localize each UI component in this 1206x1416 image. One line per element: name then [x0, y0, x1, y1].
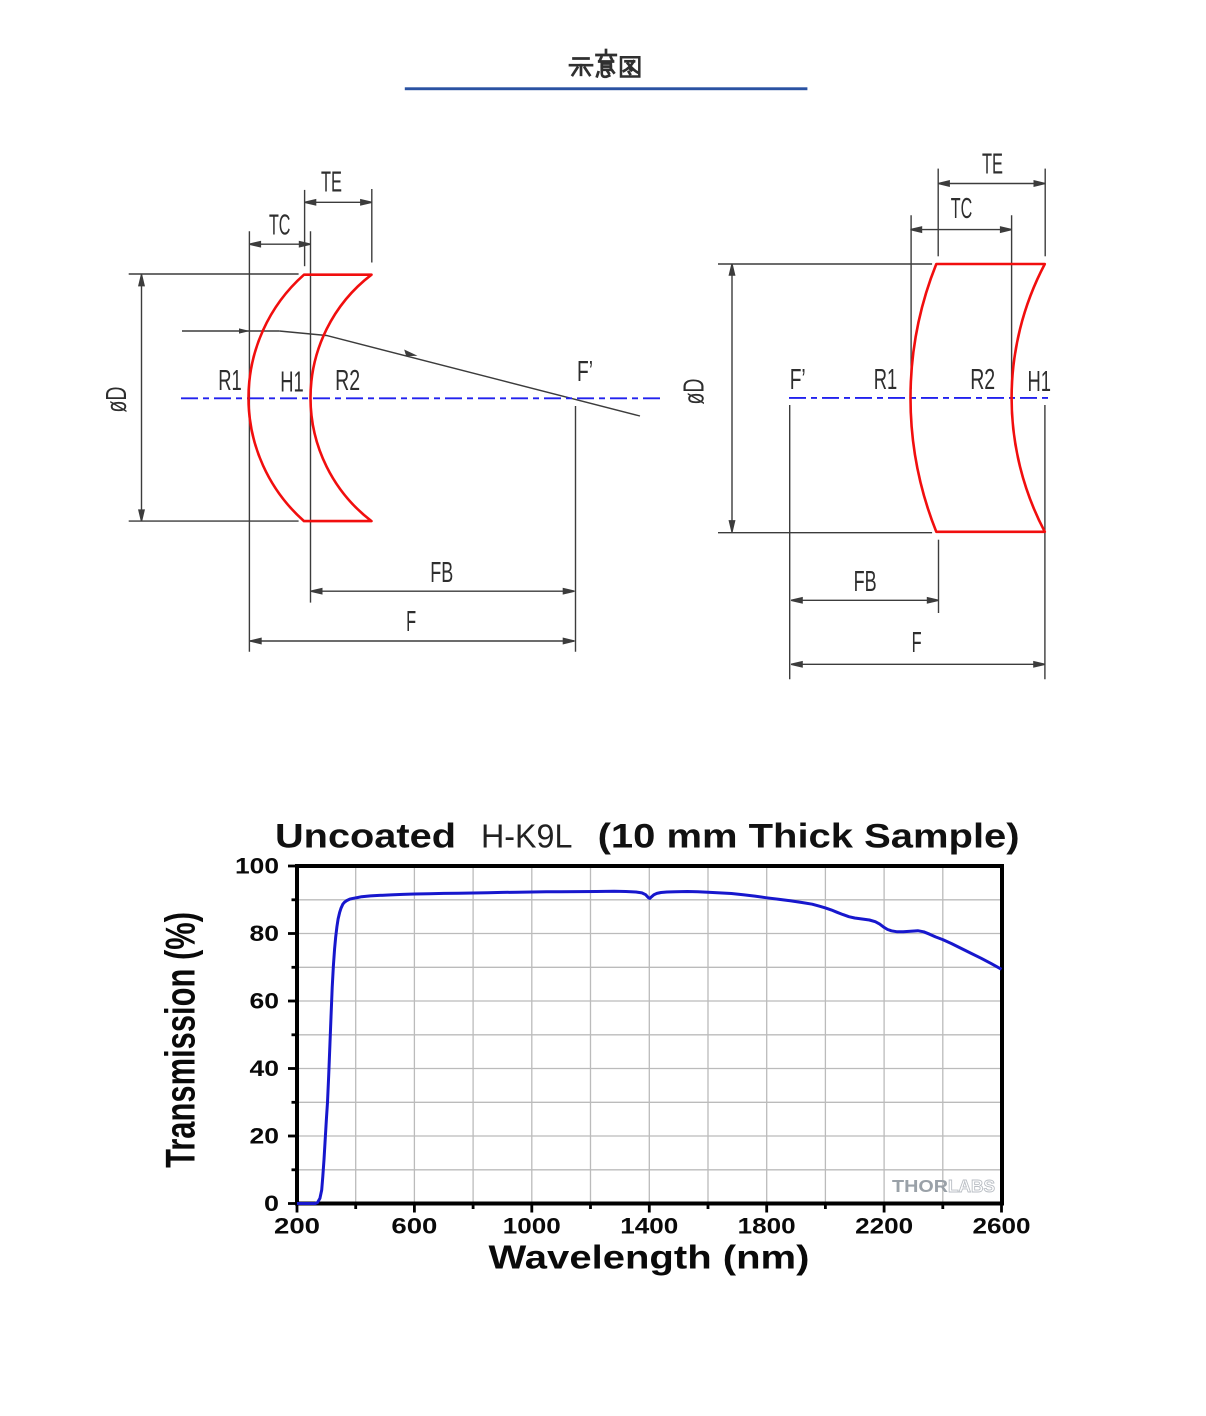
svg-text:H1: H1 — [1027, 366, 1051, 398]
svg-text:H1: H1 — [280, 367, 304, 399]
svg-text:R1: R1 — [218, 365, 242, 397]
svg-text:F: F — [912, 627, 922, 659]
svg-text:1400: 1400 — [620, 1214, 678, 1239]
svg-text:R2: R2 — [970, 364, 995, 396]
svg-text:TE: TE — [321, 167, 342, 199]
svg-text:20: 20 — [250, 1124, 280, 1149]
svg-text:Transmission (%): Transmission (%) — [157, 912, 204, 1168]
svg-text:F: F — [406, 606, 416, 638]
svg-text:40: 40 — [250, 1056, 280, 1081]
svg-text:Wavelength (nm): Wavelength (nm) — [489, 1239, 810, 1276]
svg-text:100: 100 — [235, 854, 279, 879]
svg-text:FB: FB — [430, 557, 453, 589]
svg-text:1800: 1800 — [738, 1214, 796, 1239]
svg-text:øD: øD — [101, 387, 133, 413]
svg-text:200: 200 — [274, 1214, 320, 1239]
svg-text:(10 mm Thick Sample): (10 mm Thick Sample) — [598, 818, 1020, 856]
svg-text:TC: TC — [269, 210, 291, 242]
svg-text:H-K9L: H-K9L — [481, 818, 572, 855]
svg-text:0: 0 — [264, 1191, 279, 1216]
svg-text:LABS: LABS — [948, 1176, 995, 1196]
svg-text:2600: 2600 — [973, 1214, 1031, 1239]
svg-text:F’: F’ — [790, 364, 806, 396]
svg-text:60: 60 — [250, 989, 280, 1014]
svg-text:R2: R2 — [335, 365, 360, 397]
svg-text:TE: TE — [982, 148, 1003, 180]
svg-text:øD: øD — [679, 379, 711, 405]
svg-text:R1: R1 — [874, 364, 898, 396]
svg-text:F’: F’ — [577, 356, 593, 388]
svg-text:FB: FB — [854, 566, 877, 598]
svg-text:TC: TC — [951, 193, 973, 225]
svg-text:600: 600 — [391, 1214, 437, 1239]
svg-text:1000: 1000 — [503, 1214, 561, 1239]
svg-text:THOR: THOR — [892, 1176, 948, 1196]
svg-text:2200: 2200 — [855, 1214, 913, 1239]
svg-text:80: 80 — [250, 921, 280, 946]
svg-text:Uncoated: Uncoated — [275, 818, 456, 856]
